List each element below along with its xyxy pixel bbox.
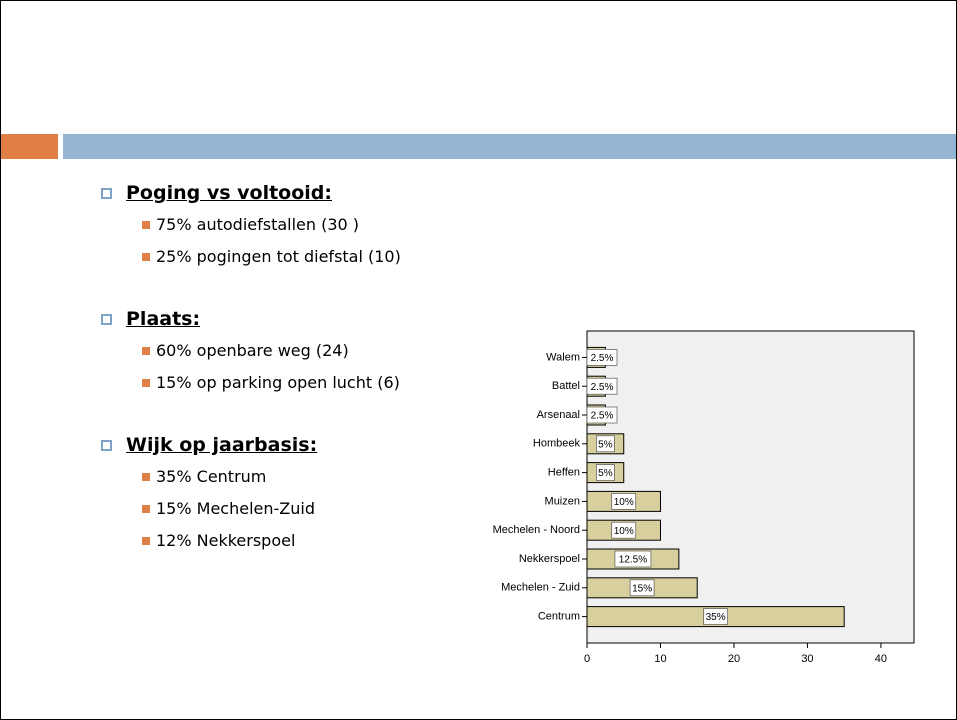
x-tick-label: 10: [654, 653, 666, 665]
header-bar: [63, 134, 956, 159]
y-tick-label: Walem: [546, 351, 580, 363]
heading-text: Poging vs voltooid:: [126, 182, 332, 204]
bullet: 25% pogingen tot diefstal (10): [101, 245, 401, 277]
value-label-box: [703, 608, 728, 625]
value-label-box: [611, 521, 637, 539]
x-tick-label: 30: [801, 653, 813, 665]
y-tick-label: Mechelen - Zuid: [501, 582, 580, 594]
heading: Poging vs voltooid:: [101, 179, 401, 213]
value-label: 10%: [614, 497, 634, 508]
y-tick-label: Nekkerspoel: [519, 553, 580, 565]
heading-text: Plaats:: [126, 308, 201, 330]
value-label-box: [629, 579, 655, 597]
value-label: 35%: [706, 612, 726, 623]
section: Poging vs voltooid: 75% autodiefstallen (…: [101, 179, 401, 277]
y-tick-label: Arsenaal: [537, 409, 580, 421]
y-tick-label: Muizen: [545, 495, 580, 507]
heading: Wijk op jaarbasis:: [101, 431, 401, 465]
bullet: 15% op parking open lucht (6): [101, 371, 401, 403]
value-label: 2.5%: [591, 411, 614, 422]
y-tick-label: Hombeek: [533, 438, 581, 450]
bullet: 75% autodiefstallen (30 ): [101, 213, 401, 245]
y-tick-label: Heffen: [548, 467, 580, 479]
accent-bar: [1, 134, 58, 159]
x-tick-label: 0: [584, 653, 590, 665]
y-tick-label: Battel: [552, 380, 580, 392]
value-label-box: [586, 406, 618, 424]
value-label-box: [611, 493, 637, 510]
x-tick-label: 20: [728, 653, 740, 665]
section: Wijk op jaarbasis: 35% Centrum 15% Mechele…: [101, 431, 401, 561]
bullet-list: Poging vs voltooid: 75% autodiefstallen (…: [101, 179, 401, 589]
value-label-box: [586, 349, 618, 366]
value-label-box: [596, 435, 615, 453]
bullet: 15% Mechelen-Zuid: [101, 497, 401, 529]
bullet: 60% openbare weg (24): [101, 339, 401, 371]
bullet: 12% Nekkerspoel: [101, 529, 401, 561]
value-label: 2.5%: [591, 382, 614, 393]
section: Plaats: 60% openbare weg (24) 15% op parki…: [101, 305, 401, 403]
bullet: 35% Centrum: [101, 465, 401, 497]
value-label: 10%: [614, 526, 634, 537]
value-label-box: [596, 464, 615, 481]
value-label-box: [614, 550, 652, 568]
value-label-box: [586, 377, 618, 395]
value-label: 5%: [598, 439, 613, 450]
heading-text: Wijk op jaarbasis:: [126, 434, 318, 456]
value-label: 15%: [632, 583, 652, 594]
y-tick-label: Centrum: [538, 611, 580, 623]
value-label: 12.5%: [619, 555, 647, 566]
y-tick-label: Mechelen - Noord: [493, 524, 580, 536]
value-label: 5%: [598, 468, 613, 479]
value-label: 2.5%: [591, 353, 614, 364]
heading: Plaats:: [101, 305, 401, 339]
x-tick-label: 40: [875, 653, 887, 665]
